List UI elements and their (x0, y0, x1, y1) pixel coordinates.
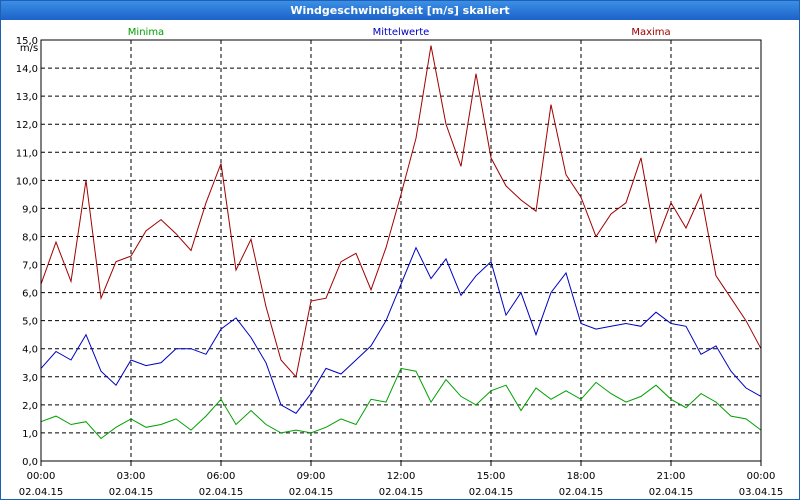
y-axis: 0,0 1,0 2,0 3,0 4,0 5,0 6,0 7,0 8,0 9,0 10,0 11,0 12… (16, 36, 38, 468)
y-tick-label: 1,0 (22, 429, 38, 440)
x-axis: 00:00 02.04.15 03:00 02.04.15 06:00 02.04.15 0… (19, 461, 784, 498)
x-tick-date: 02.04.15 (109, 487, 154, 498)
window-title: Windgeschwindigkeit [m/s] skaliert (1, 1, 799, 20)
grid (41, 40, 761, 461)
series-lines (40, 45, 762, 440)
y-tick-label: 8,0 (22, 232, 38, 243)
y-tick-label: 4,0 (22, 345, 38, 356)
y-tick-label: 0,0 (22, 457, 38, 468)
y-tick-label: 5,0 (22, 317, 38, 328)
y-tick-label: 13,0 (16, 92, 38, 103)
x-tick-date: 02.04.15 (559, 487, 604, 498)
series-line-minima (40, 367, 762, 440)
y-unit-label: m/s (20, 43, 38, 54)
x-tick-date: 02.04.15 (379, 487, 424, 498)
x-tick-time: 00:00 (27, 471, 56, 482)
x-tick-time: 12:00 (387, 471, 416, 482)
legend-item-minima: Minima (128, 27, 164, 38)
x-tick-time: 15:00 (477, 471, 506, 482)
y-tick-label: 15,0 (16, 36, 38, 47)
series-line-mittelwerte (40, 246, 762, 414)
x-tick-time: 18:00 (567, 471, 596, 482)
x-tick-time: 21:00 (657, 471, 686, 482)
y-tick-label: 14,0 (16, 64, 38, 75)
legend-item-maxima: Maxima (631, 27, 670, 38)
x-tick-date: 02.04.15 (469, 487, 514, 498)
x-tick-date: 02.04.15 (649, 487, 694, 498)
x-tick-time: 09:00 (297, 471, 326, 482)
y-tick-label: 2,0 (22, 401, 38, 412)
x-tick-date: 02.04.15 (289, 487, 334, 498)
x-tick-date: 03.04.15 (739, 487, 784, 498)
x-tick-date: 02.04.15 (199, 487, 244, 498)
x-tick-time: 03:00 (117, 471, 146, 482)
x-tick-time: 06:00 (207, 471, 236, 482)
y-tick-label: 11,0 (16, 148, 38, 159)
y-tick-label: 3,0 (22, 373, 38, 384)
y-tick-label: 7,0 (22, 261, 38, 272)
x-tick-time: 00:00 (747, 471, 776, 482)
series-line-maxima (40, 45, 762, 378)
y-tick-label: 10,0 (16, 176, 38, 187)
y-tick-label: 12,0 (16, 120, 38, 131)
legend-item-mittelwerte: Mittelwerte (373, 27, 430, 38)
legend: Minima Mittelwerte Maxima (128, 27, 671, 38)
x-tick-date: 02.04.15 (19, 487, 64, 498)
y-tick-label: 6,0 (22, 289, 38, 300)
y-tick-label: 9,0 (22, 204, 38, 215)
